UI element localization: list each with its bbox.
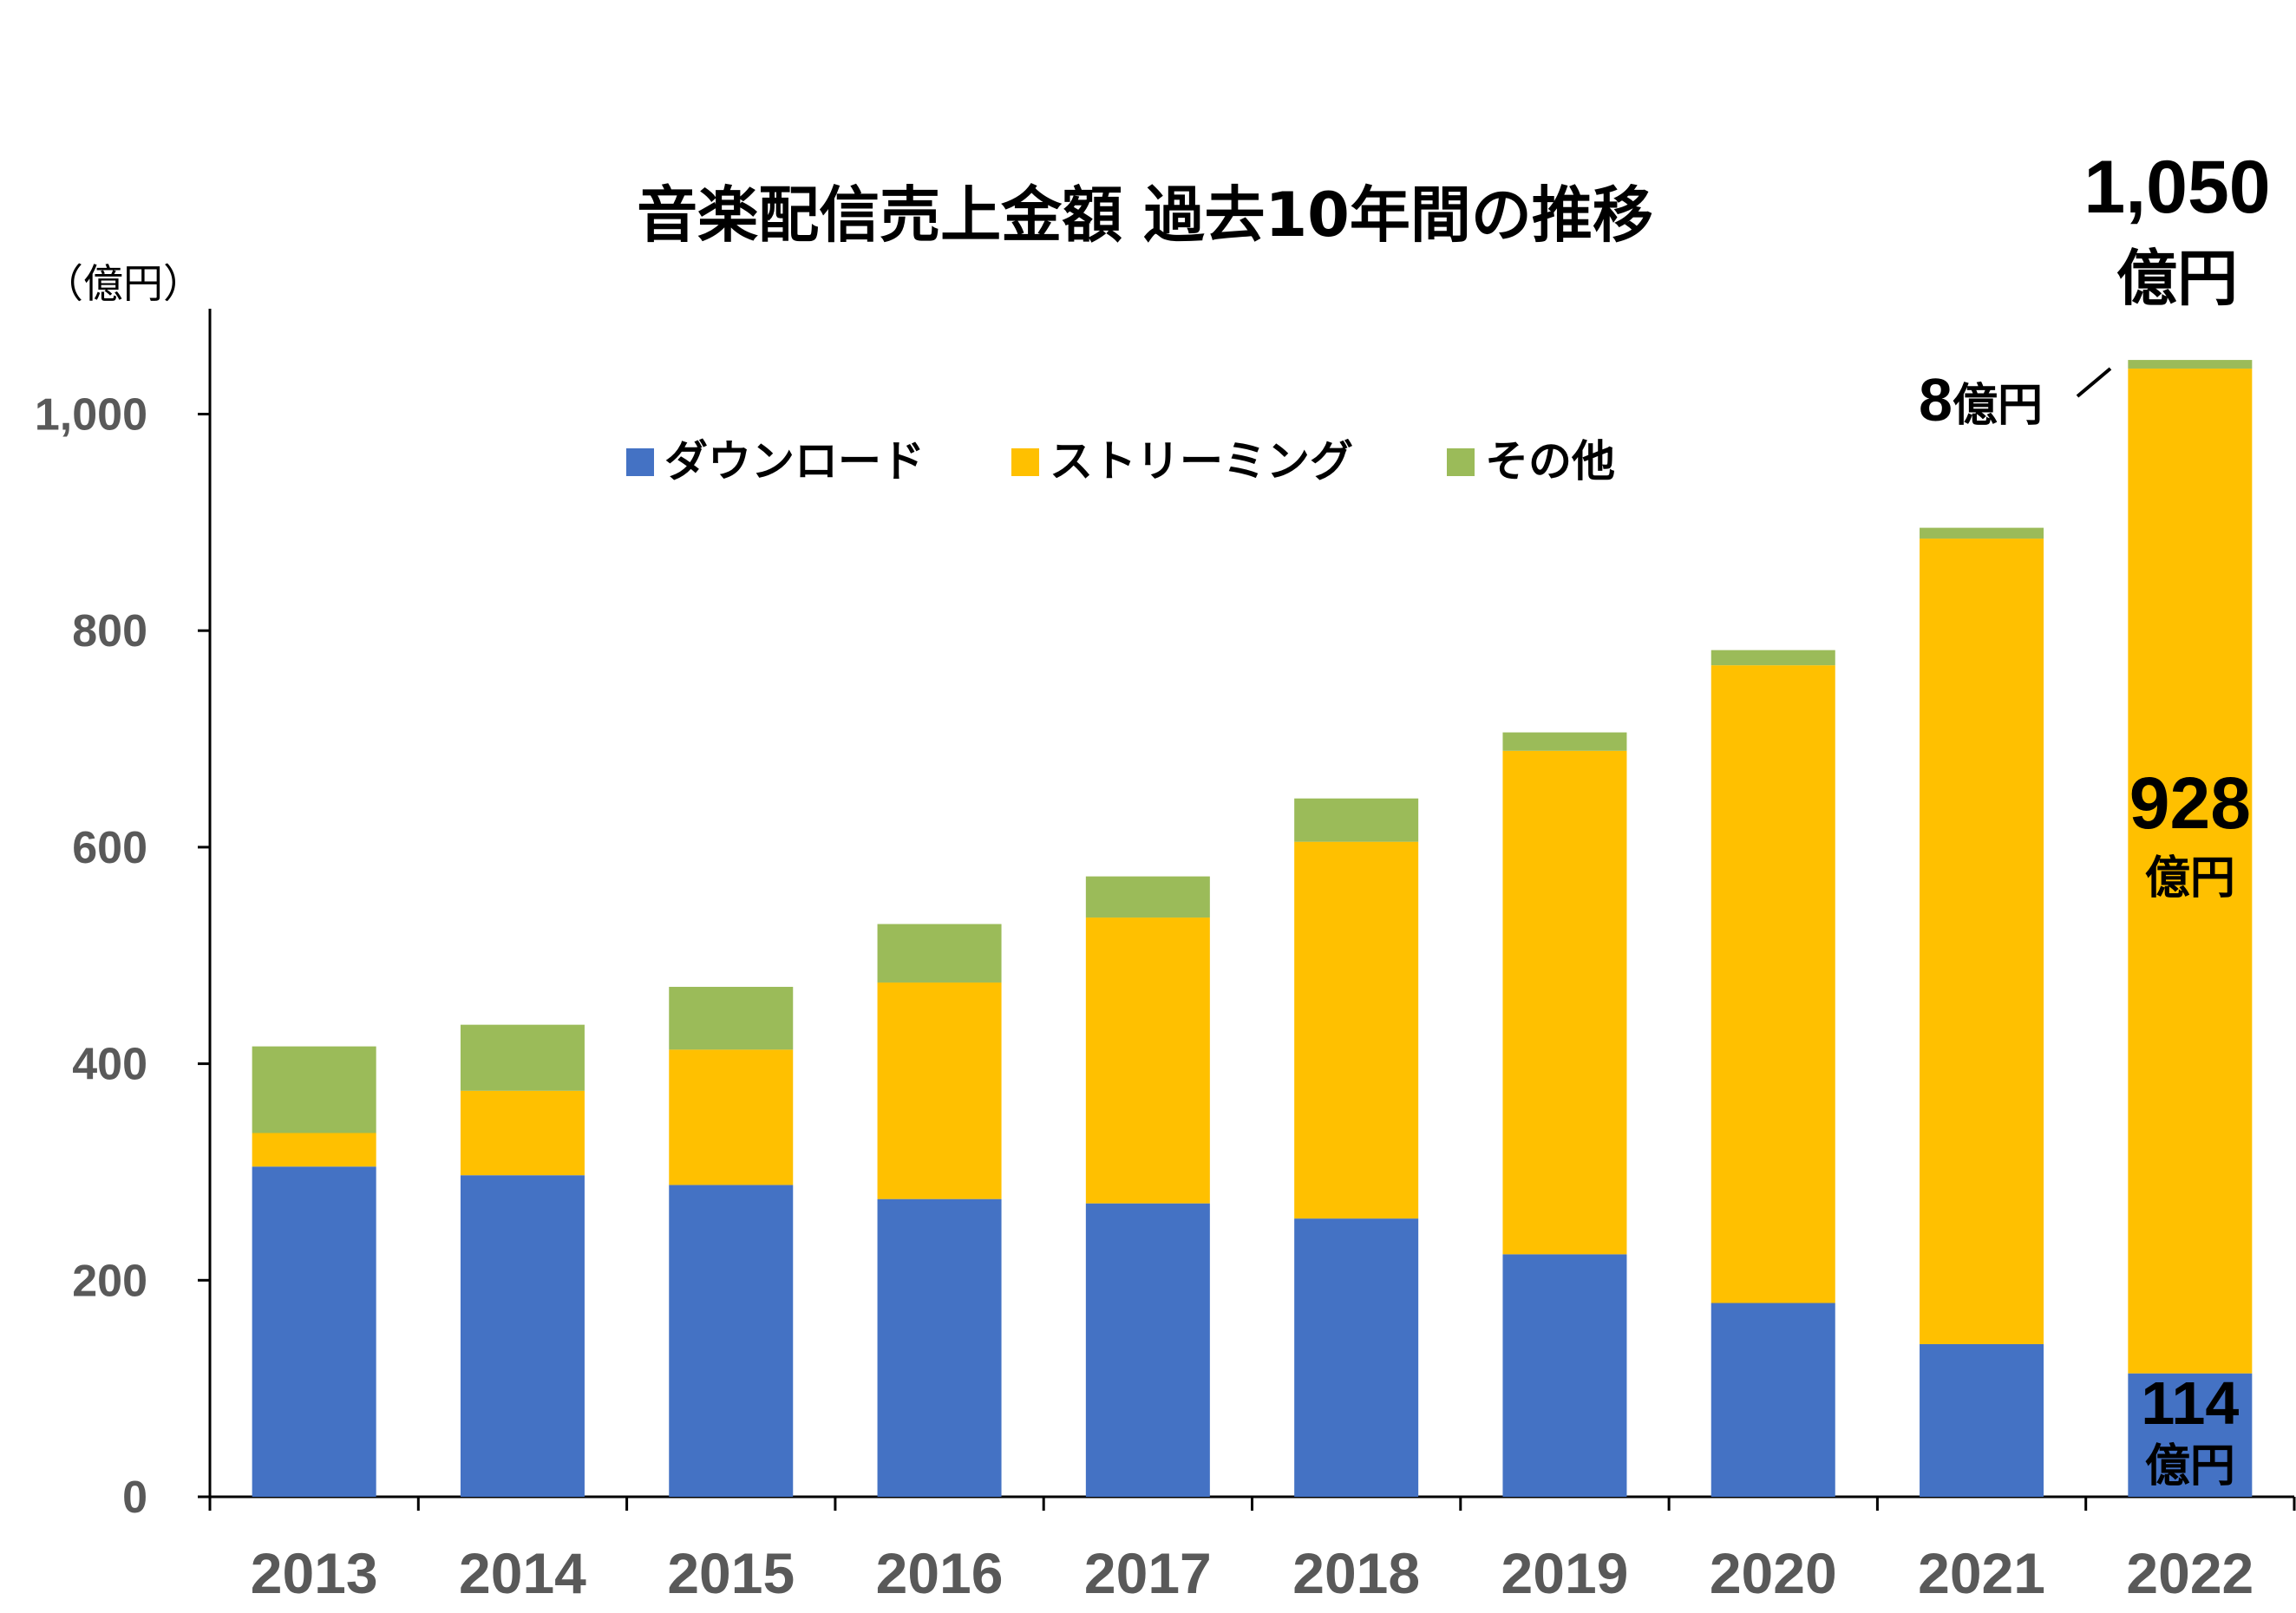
- bar-segment: [1294, 1218, 1419, 1497]
- bar-segment: [460, 1090, 585, 1176]
- bar-segment: [1920, 539, 2044, 1344]
- bar-segment: [460, 1024, 585, 1091]
- legend-swatch: [1011, 448, 1039, 476]
- x-tick-label: 2017: [1084, 1541, 1212, 1605]
- legend-swatch: [626, 448, 654, 476]
- streaming-2022-value: 928: [2129, 762, 2251, 844]
- x-tick-label: 2015: [667, 1541, 795, 1605]
- bar-segment: [460, 1175, 585, 1497]
- x-tick-label: 2020: [1710, 1541, 1837, 1605]
- bar-segment: [669, 1185, 794, 1497]
- y-axis-unit-label: （億円）: [43, 260, 203, 307]
- legend: ダウンロード ストリーミング その他: [626, 436, 1615, 487]
- other-2022-leader-line: [2076, 367, 2112, 398]
- bar-segment: [1711, 1303, 1835, 1497]
- legend-label: その他: [1485, 436, 1615, 487]
- other-2022-value: 8: [1919, 366, 1953, 434]
- bar-segment: [1085, 918, 1210, 1204]
- bar-segment: [1085, 876, 1210, 918]
- x-tick-label: 2022: [2126, 1541, 2253, 1605]
- x-tick-label: 2014: [459, 1541, 586, 1605]
- legend-label: ストリーミング: [1050, 436, 1353, 487]
- bar-segment: [1711, 650, 1835, 666]
- bar-segment: [1502, 1254, 1627, 1497]
- total-2022-unit: 億円: [2116, 243, 2238, 314]
- x-tick-label: 2018: [1292, 1541, 1420, 1605]
- x-tick-label: 2013: [251, 1541, 378, 1605]
- y-tick-label: 400: [72, 1040, 147, 1090]
- bar-segment: [1294, 841, 1419, 1219]
- bar-segment: [669, 986, 794, 1050]
- legend-swatch: [1447, 448, 1475, 476]
- y-tick-label: 800: [72, 606, 147, 656]
- bar-segment: [877, 924, 1002, 983]
- bar-segment: [1502, 732, 1627, 751]
- bar-segment: [2128, 1373, 2253, 1497]
- y-tick-label: 1,000: [35, 390, 147, 441]
- bar-segment: [1920, 527, 2044, 539]
- x-tick-label: 2019: [1501, 1541, 1629, 1605]
- bar-segment: [1920, 1343, 2044, 1497]
- bar-segment: [252, 1133, 376, 1167]
- bar-segment: [669, 1049, 794, 1185]
- bars: [252, 360, 2253, 1497]
- other-2022-label: 8億円: [1919, 366, 2043, 434]
- bar-segment: [252, 1166, 376, 1497]
- bar-segment: [2128, 369, 2253, 1374]
- x-tick-label: 2021: [1918, 1541, 2045, 1605]
- bar-segment: [2128, 360, 2253, 369]
- bar-segment: [1085, 1203, 1210, 1497]
- streaming-2022-unit: 億円: [2145, 852, 2235, 904]
- y-tick-label: 200: [72, 1256, 147, 1306]
- bar-segment: [877, 982, 1002, 1199]
- x-tick-label: 2016: [876, 1541, 1004, 1605]
- chart-title: 音楽配信売上金額 過去10年間の推移: [637, 180, 1653, 251]
- axes: 0 200 400 600 800 1,000 2013 2014 2015 2016 2017 20…: [35, 309, 2296, 1605]
- y-tick-label: 600: [72, 823, 147, 873]
- other-2022-unit: 億円: [1953, 380, 2043, 432]
- bar-segment: [1502, 750, 1627, 1255]
- bar-segment: [877, 1198, 1002, 1497]
- bar-segment: [1711, 665, 1835, 1303]
- bar-segment: [1294, 798, 1419, 842]
- bar-segment: [252, 1046, 376, 1133]
- y-tick-label: 0: [122, 1473, 147, 1523]
- total-2022-value: 1,050: [2083, 146, 2270, 229]
- download-2022-value: 114: [2141, 1369, 2239, 1437]
- legend-label: ダウンロード: [664, 436, 925, 487]
- download-2022-unit: 億円: [2145, 1440, 2235, 1492]
